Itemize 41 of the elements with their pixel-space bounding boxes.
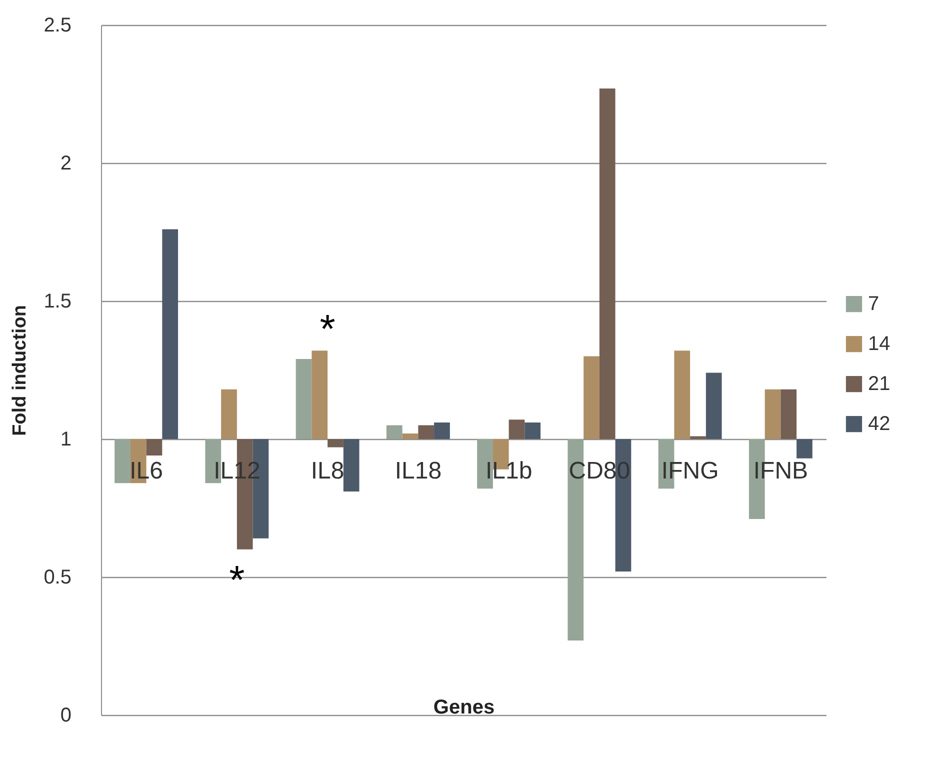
y-tick-label: 0: [60, 704, 72, 726]
y-tick-label: 0.5: [44, 566, 72, 588]
bar: [296, 358, 312, 439]
x-tick-label: IL8: [310, 458, 344, 484]
y-tick-label: 2.5: [44, 14, 72, 36]
x-axis-title: Genes: [433, 696, 495, 718]
bar: [584, 356, 600, 439]
annotation: *: [320, 308, 336, 352]
legend-label: 21: [868, 373, 890, 396]
bar: [402, 433, 418, 439]
x-tick-label: IL18: [394, 458, 442, 484]
bar: [706, 372, 722, 439]
bar: [343, 439, 360, 492]
bar: [434, 422, 450, 439]
bar: [221, 389, 237, 439]
bar: [328, 439, 344, 448]
bar: [796, 439, 812, 458]
bar: [312, 350, 328, 439]
annotation: *: [229, 558, 245, 602]
y-tick-label: 1.5: [44, 290, 72, 312]
bar: [386, 425, 402, 439]
x-tick-label: IL1b: [485, 458, 532, 484]
bar: [146, 439, 162, 456]
bar: [114, 439, 130, 484]
bar: [780, 389, 797, 439]
bar: [524, 422, 541, 439]
y-tick-label: 1: [60, 428, 72, 450]
legend-label: 42: [868, 413, 890, 436]
bar: [418, 425, 434, 439]
bar: [690, 436, 706, 439]
x-tick-label: IFNG: [661, 458, 719, 484]
bar: [599, 88, 616, 439]
y-tick-label: 2: [60, 152, 72, 174]
bar: [508, 420, 525, 439]
legend-label: 14: [868, 333, 890, 356]
bar: [764, 389, 781, 439]
legend-label: 7: [868, 293, 880, 316]
bar: [162, 229, 178, 439]
y-axis-title: Fold induction: [10, 305, 31, 436]
bar: [674, 350, 690, 439]
x-tick-label: IFNB: [753, 458, 808, 484]
